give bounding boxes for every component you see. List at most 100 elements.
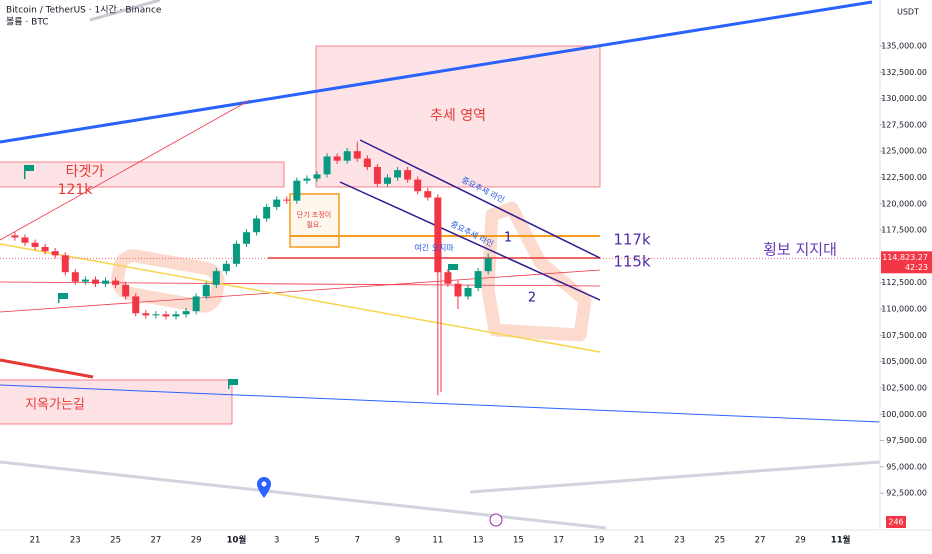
candle-body	[61, 255, 69, 273]
annotation-text: 115k	[613, 253, 651, 271]
pin-icon	[257, 477, 271, 498]
candle-body	[21, 237, 29, 243]
candle-body	[11, 235, 19, 238]
candle-body	[91, 279, 99, 284]
candle-body	[313, 174, 321, 179]
y-tick-label: 120,000.00	[881, 199, 927, 208]
volume-label: 246	[888, 518, 903, 527]
candle-body	[464, 287, 472, 297]
channel-line	[339, 181, 601, 301]
x-tick-label: 21	[30, 536, 41, 546]
candle-body	[192, 296, 200, 312]
candle-body	[414, 179, 422, 192]
x-tick-label: 11월	[831, 535, 851, 546]
candle-body	[142, 313, 150, 316]
candle-body	[434, 197, 442, 273]
candle-body	[273, 199, 281, 207]
trend-line	[0, 358, 94, 379]
x-tick-label: 21	[634, 536, 645, 546]
x-tick-label: 13	[473, 536, 484, 546]
candle-body	[182, 311, 190, 315]
x-tick-label: 10월	[227, 535, 247, 546]
channel-line	[359, 139, 601, 259]
annotation-text: 필요.	[306, 220, 321, 229]
last-price-label: 114,823.27	[882, 253, 928, 262]
candle-body	[222, 263, 230, 272]
correction-box	[289, 193, 340, 248]
x-tick-label: 23	[674, 536, 685, 546]
candle-body	[373, 166, 381, 184]
annotation-text: 121k	[58, 182, 94, 198]
x-tick-label: 3	[274, 536, 279, 546]
candle-body	[383, 177, 391, 184]
annotation-text: 1	[504, 231, 512, 246]
annotation-text: 단기 조정이	[297, 210, 331, 219]
annotation-text: 타겟가	[66, 164, 105, 180]
y-tick-label: 107,500.00	[881, 331, 927, 340]
x-tick-label: 29	[795, 536, 806, 546]
candle-body	[212, 271, 220, 285]
y-tick-label: 112,500.00	[881, 278, 927, 287]
candle-body	[132, 296, 140, 314]
candle-body	[303, 178, 311, 181]
x-tick-label: 23	[70, 536, 81, 546]
y-tick-label: 105,000.00	[881, 357, 927, 366]
x-tick-label: 27	[755, 536, 766, 546]
candle-body	[102, 280, 110, 284]
candle-body	[343, 151, 351, 161]
annotation-text: 횡보 지지대	[763, 241, 837, 259]
trend-line	[0, 99, 251, 241]
axis-unit: USDT	[897, 8, 919, 17]
annotation-text: 여긴 오지마	[414, 243, 454, 253]
volume-box	[886, 516, 906, 528]
y-tick-label: 100,000.00	[881, 410, 927, 419]
candle-body	[454, 283, 462, 297]
y-tick-label: 117,500.00	[881, 226, 927, 235]
x-tick-label: 11	[432, 536, 443, 546]
x-tick-label: 19	[594, 536, 605, 546]
countdown-label: 42:23	[905, 263, 928, 272]
x-tick-label: 7	[355, 536, 360, 546]
annotation-text: 2	[528, 291, 536, 306]
candle-body	[353, 151, 361, 159]
annotation-text: 117k	[613, 231, 651, 249]
trend-line	[0, 269, 601, 313]
candle-body	[172, 314, 180, 317]
x-tick-label: 9	[395, 536, 400, 546]
y-tick-label: 122,500.00	[881, 173, 927, 182]
chart-subtitle: 볼륨 · BTC	[6, 17, 49, 28]
y-tick-label: 110,000.00	[881, 305, 927, 314]
candle-body	[363, 158, 371, 167]
candle-body	[112, 280, 120, 285]
x-tick-label: 5	[314, 536, 319, 546]
candles	[11, 141, 492, 396]
trend-line	[469, 460, 881, 494]
event-icon	[489, 513, 503, 527]
candle-body	[333, 156, 341, 161]
axes: 92,500.00 95,000.00 97,500.00 100,000.00 102…	[0, 41, 932, 546]
candle-body	[162, 314, 170, 317]
hell-box	[0, 379, 233, 425]
y-tick-label: 130,000.00	[881, 94, 927, 103]
candle-body	[51, 251, 59, 256]
candle-body	[293, 180, 301, 201]
y-tick-label: 92,500.00	[886, 489, 927, 498]
y-tick-label: 135,000.00	[881, 41, 927, 50]
candle-body	[152, 314, 160, 316]
candle-body	[283, 199, 291, 201]
candle-body	[71, 272, 79, 282]
candle-body	[444, 272, 452, 284]
candle-body	[202, 284, 210, 297]
last-price-box	[881, 251, 932, 274]
trend-line	[89, 0, 161, 22]
candle-body	[122, 284, 130, 297]
trend-line	[0, 243, 601, 353]
highlight-shape	[111, 249, 225, 313]
x-tick-label: 29	[191, 536, 202, 546]
flag-icons	[24, 165, 458, 389]
candle-body	[323, 156, 331, 175]
candle-body	[41, 246, 49, 252]
y-tick-label: 132,500.00	[881, 68, 927, 77]
